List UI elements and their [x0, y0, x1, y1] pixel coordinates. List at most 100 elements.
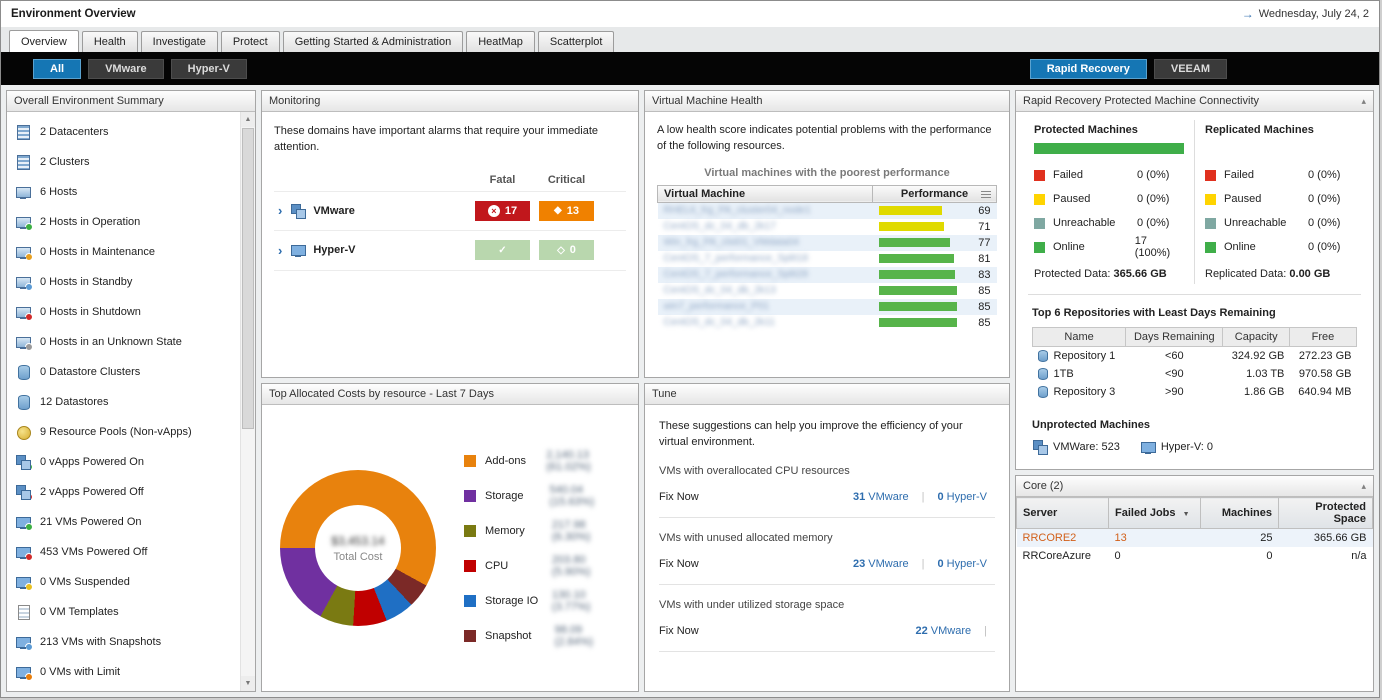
repository-name-link[interactable]: Repository 1 [1037, 350, 1121, 362]
repo-col-free[interactable]: Free [1288, 327, 1358, 347]
vm-name-cell: win7_performance_P01 [658, 299, 873, 315]
expand-chevron-icon[interactable]: › [278, 242, 283, 258]
status-label: Online [1224, 241, 1256, 253]
vm-name-link[interactable]: CentOS_dc_04_db_2k17 [663, 221, 776, 233]
repository-name-link[interactable]: Repository 3 [1037, 386, 1121, 398]
summary-item-0-vm-templates[interactable]: 0 VM Templates [15, 597, 233, 627]
repository-name-link[interactable]: 1TB [1037, 368, 1121, 380]
vm-name-link[interactable]: CentOS_dc_04_db_2k13 [663, 285, 776, 297]
scrollbar-thumb[interactable] [242, 128, 254, 430]
column-summary: Overall Environment Summary 2 Datacenter… [6, 90, 256, 692]
fatal-alarm-badge[interactable]: × 17 [475, 200, 530, 221]
summary-item-0-hosts-in-shutdown[interactable]: 0 Hosts in Shutdown [15, 297, 233, 327]
core-col-machines[interactable]: Machines [1200, 497, 1279, 529]
table-options-icon[interactable] [981, 190, 991, 199]
filter-button-rapid-recovery[interactable]: Rapid Recovery [1029, 58, 1147, 79]
vm-name-link[interactable]: CentOS_7_performance_Split18 [663, 253, 809, 265]
tab-health[interactable]: Health [81, 31, 138, 52]
summary-item-0-hosts-in-an-unknown-state[interactable]: 0 Hosts in an Unknown State [15, 327, 233, 357]
hyperv-fix-link[interactable]: 0 Hyper-V [937, 557, 987, 570]
collapse-panel-icon[interactable]: ▴ [1361, 95, 1366, 106]
fatal-ok-badge[interactable]: ✓ [475, 240, 530, 261]
core-col-protected-space[interactable]: Protected Space [1278, 497, 1373, 529]
host-operation-icon [15, 214, 33, 231]
tab-scatterplot[interactable]: Scatterplot [537, 31, 615, 52]
summary-item-21-vms-powered-on[interactable]: 21 VMs Powered On [15, 507, 233, 537]
signout-icon[interactable]: → [1241, 7, 1254, 21]
summary-item-9-resource-pools-non-vapps[interactable]: 9 Resource Pools (Non-vApps) [15, 417, 233, 447]
summary-item-12-datastores[interactable]: 12 Datastores [15, 387, 233, 417]
summary-item-213-vms-with-snapshots[interactable]: 213 VMs with Snapshots [15, 627, 233, 657]
tab-investigate[interactable]: Investigate [140, 31, 218, 52]
vm-name-link[interactable]: win7_performance_P01 [663, 301, 770, 313]
filter-button-vmware[interactable]: VMware [88, 58, 164, 79]
collapse-panel-icon[interactable]: ▴ [1361, 480, 1366, 491]
summary-item-0-datastore-clusters[interactable]: 0 Datastore Clusters [15, 357, 233, 387]
scroll-down-icon[interactable]: ▼ [241, 676, 255, 691]
expand-chevron-icon[interactable]: › [278, 203, 283, 219]
status-value: 17 (100%) [1134, 235, 1171, 259]
summary-item-2-hosts-in-operation[interactable]: 2 Hosts in Operation [15, 207, 233, 237]
legend-value-redacted: 98.09 (2.84%) [554, 623, 594, 648]
tab-heatmap[interactable]: HeatMap [466, 31, 535, 52]
repo-col-capacity[interactable]: Capacity [1222, 327, 1290, 347]
performance-column-header[interactable]: Performance [872, 184, 997, 203]
vm-name-link[interactable]: CentOS_7_performance_Split28 [663, 269, 809, 281]
summary-item-2-datacenters[interactable]: 2 Datacenters [15, 117, 233, 147]
server-name-link[interactable]: RRCoreAzure [1022, 550, 1091, 562]
repo-col-days-remaining[interactable]: Days Remaining [1125, 327, 1224, 347]
tab-protect[interactable]: Protect [220, 31, 280, 52]
filter-button-veeam[interactable]: VEEAM [1153, 58, 1227, 79]
status-swatch [1034, 169, 1045, 181]
summary-item-0-vapps-powered-on[interactable]: 0 vApps Powered On [15, 447, 233, 477]
core-col-failed-jobs[interactable]: Failed Jobs ▼ [1108, 497, 1201, 529]
repo-name-cell: Repository 3 [1033, 383, 1126, 401]
critical-alarm-badge[interactable]: ◆ 13 [539, 200, 594, 221]
vm-column-header[interactable]: Virtual Machine [657, 184, 873, 203]
vm-name-link[interactable]: CentOS_dc_04_db_2k11 [663, 317, 776, 329]
hyperv-fix-link[interactable]: 0 Hyper-V [937, 490, 987, 503]
fix-now-label: Fix Now [659, 624, 699, 637]
summary-item-453-vms-powered-off[interactable]: 453 VMs Powered Off [15, 537, 233, 567]
repository-name: 1TB [1053, 368, 1074, 380]
performance-cell: 85 [873, 299, 997, 315]
critical-ok-badge[interactable]: ◇ 0 [539, 240, 594, 261]
vm-health-row: CentOS_7_performance_Split18 81 [658, 251, 997, 267]
performance-bar-wrap: 81 [878, 253, 991, 265]
core-col-server[interactable]: Server [1016, 497, 1109, 529]
fatal-column-header: Fatal [489, 173, 516, 186]
vm-name-link[interactable]: RHEL6_frg_PA_cluster04_node1 [663, 205, 811, 217]
summary-item-6-hosts[interactable]: 6 Hosts [15, 177, 233, 207]
cost-donut-chart[interactable]: $3,453.14 Total Cost [280, 470, 436, 626]
summary-item-0-vms-with-limit[interactable]: 0 VMs with Limit [15, 657, 233, 687]
performance-bar [878, 302, 957, 312]
alarm-row-hyper-v: › Hyper-V ✓ ◇ 0 [274, 231, 626, 271]
scrollbar[interactable]: ▲ ▼ [240, 112, 255, 691]
tab-getting-started-administration[interactable]: Getting Started & Administration [282, 31, 464, 52]
summary-item-0-vms-suspended[interactable]: 0 VMs Suspended [15, 567, 233, 597]
summary-item-2-vapps-powered-off[interactable]: 2 vApps Powered Off [15, 477, 233, 507]
core-table: Server Failed Jobs ▼ Machines Protected … [1016, 497, 1373, 565]
legend-label: CPU [485, 559, 509, 572]
vmware-fix-link[interactable]: 23 VMware [852, 557, 909, 570]
status-swatch [1034, 217, 1045, 229]
scroll-up-icon[interactable]: ▲ [241, 112, 255, 127]
days-remaining-cell: <60 [1164, 350, 1184, 362]
summary-item-2-clusters[interactable]: 2 Clusters [15, 147, 233, 177]
summary-item-0-hosts-in-maintenance[interactable]: 0 Hosts in Maintenance [15, 237, 233, 267]
filter-button-all[interactable]: All [33, 58, 82, 79]
server-name-link[interactable]: RRCORE2 [1022, 532, 1077, 544]
health-message: A low health score indicates potential p… [657, 124, 992, 152]
filter-button-hyper-v[interactable]: Hyper-V [170, 58, 247, 79]
summary-item-0-hosts-in-standby[interactable]: 0 Hosts in Standby [15, 267, 233, 297]
tab-overview[interactable]: Overview [9, 30, 79, 52]
tune-section-vms-with-under-utilized-storage-space: VMs with under utilized storage space Fix… [659, 585, 995, 652]
vm-name-link[interactable]: Win_frg_PA_clst01_VMdata04 [663, 237, 799, 249]
status-value: 0 (0%) [1308, 169, 1341, 181]
legend-item-memory: Memory 217.98 (6.30%) [464, 519, 620, 543]
vmware-fix-link[interactable]: 31 VMware [852, 490, 909, 503]
performance-score: 85 [978, 316, 991, 329]
repo-col-name[interactable]: Name [1031, 327, 1127, 347]
core-server-row: RRCoreAzure 0 0 n/a [1017, 547, 1373, 565]
vmware-fix-link[interactable]: 22 VMware [915, 624, 972, 637]
